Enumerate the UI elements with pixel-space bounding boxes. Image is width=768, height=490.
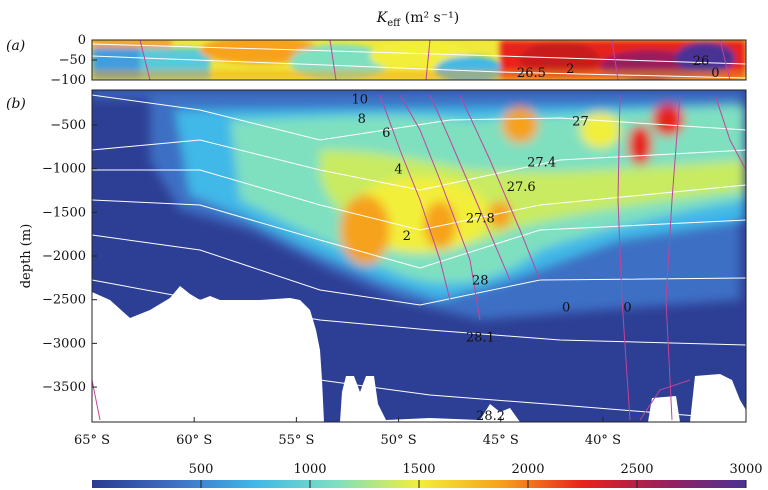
panel-b-x-axis: 65° S 60° S 55° S 50° S 45° S 40° S — [74, 417, 621, 448]
vorticity-contour — [329, 40, 337, 80]
colorbar-tick-label: 1500 — [402, 462, 435, 477]
density-contour — [92, 199, 746, 269]
density-contour — [92, 169, 746, 231]
contour-labels: 26.5 26 2 0 27 27.4 27.6 27.8 28 28.1 28.2 10 8 6 4 2 0 0 — [351, 54, 719, 424]
panel-a-field — [92, 40, 746, 80]
title-main: K — [376, 10, 389, 26]
y-tick-label: −50 — [59, 53, 86, 68]
contours_vorticity-label: 0 — [623, 301, 631, 316]
contours_density-label: 28 — [472, 274, 489, 289]
y-tick-label: −3000 — [42, 336, 86, 351]
x-tick-label: 60° S — [176, 433, 212, 448]
vorticity-contour — [139, 40, 151, 80]
contours_density-label: 26.5 — [517, 66, 546, 81]
y-tick-label: −100 — [50, 73, 86, 88]
contours_density-label: 26 — [693, 54, 710, 69]
contours_density-label: 28.1 — [466, 330, 495, 345]
vorticity-contour — [399, 94, 481, 321]
colorbar-tick-label: 2500 — [620, 462, 653, 477]
density-contour — [92, 279, 746, 346]
vorticity-contour — [617, 94, 631, 421]
panel-b-heatmap — [92, 90, 746, 422]
topography — [92, 286, 324, 422]
panel-b-y-axis: −500 −1000 −1500 −2000 −2500 −3000 −3500 — [42, 118, 97, 395]
x-tick-label: 40° S — [585, 433, 621, 448]
colorbar: 500 1000 1500 2000 2500 3000 — [92, 462, 763, 488]
x-tick-label: 45° S — [483, 433, 519, 448]
contours_vorticity-label: 2 — [566, 62, 574, 77]
title-units: (m² s⁻¹) — [400, 10, 459, 26]
panel-a-heatmap — [92, 40, 746, 80]
x-tick-label: 65° S — [74, 433, 110, 448]
contours_density-label: 27.4 — [527, 156, 556, 171]
contours_density-label: 27.6 — [507, 180, 536, 195]
vorticity-contour — [429, 94, 511, 281]
topography-ridge — [340, 376, 520, 422]
density-contour — [92, 329, 746, 421]
panel-b-field — [92, 90, 746, 320]
density-contour — [92, 55, 746, 79]
vorticity-contour — [611, 40, 619, 80]
vorticity-contour — [714, 94, 746, 171]
colorbar-tick-label: 500 — [189, 462, 214, 477]
colorbar-tick-label: 3000 — [729, 462, 762, 477]
density-contour — [92, 43, 746, 65]
topography-east — [648, 374, 746, 422]
contours_density-label: 28.2 — [476, 409, 505, 424]
x-tick-label: 50° S — [381, 433, 417, 448]
contours_vorticity-label: 8 — [358, 112, 366, 127]
colorbar-tick-label: 2000 — [511, 462, 544, 477]
density-contour — [92, 234, 746, 306]
y-tick-label: −3500 — [42, 380, 86, 395]
contours_density-label: 27.8 — [466, 212, 495, 227]
vorticity-contour — [639, 379, 691, 421]
y-tick-label: −500 — [50, 118, 86, 133]
contours_vorticity-label: 0 — [562, 301, 570, 316]
density-contour — [92, 139, 746, 191]
contours_vorticity-label: 6 — [382, 126, 390, 141]
contours_density-label: 27 — [572, 115, 589, 130]
vorticity-contour — [459, 94, 541, 281]
y-tick-label: −1000 — [42, 162, 86, 177]
panel-a-y-axis: 0 −50 −100 — [50, 33, 97, 88]
title-sub: eff — [387, 18, 401, 29]
y-axis-title: depth (m) — [19, 224, 34, 289]
y-tick-label: 0 — [78, 33, 86, 48]
colorbar-tick-label: 1000 — [293, 462, 326, 477]
panel-label-a: (a) — [6, 38, 25, 54]
y-tick-label: −1500 — [42, 205, 86, 220]
contours_vorticity-label: 4 — [394, 163, 402, 178]
density-contour — [92, 94, 746, 141]
contours_vorticity-label: 0 — [711, 66, 719, 81]
vorticity-contour — [425, 40, 431, 80]
y-tick-label: −2500 — [42, 293, 86, 308]
y-tick-label: −2000 — [42, 249, 86, 264]
contours_vorticity-label: 2 — [403, 229, 411, 244]
figure-title: Keff (m² s⁻¹) — [376, 10, 459, 29]
panel-label-b: (b) — [6, 96, 26, 112]
vorticity-contour — [719, 40, 731, 80]
x-tick-label: 55° S — [278, 433, 314, 448]
vorticity-contour — [665, 94, 681, 421]
vorticity-contour — [379, 94, 451, 301]
contours_vorticity-label: 10 — [351, 93, 368, 108]
